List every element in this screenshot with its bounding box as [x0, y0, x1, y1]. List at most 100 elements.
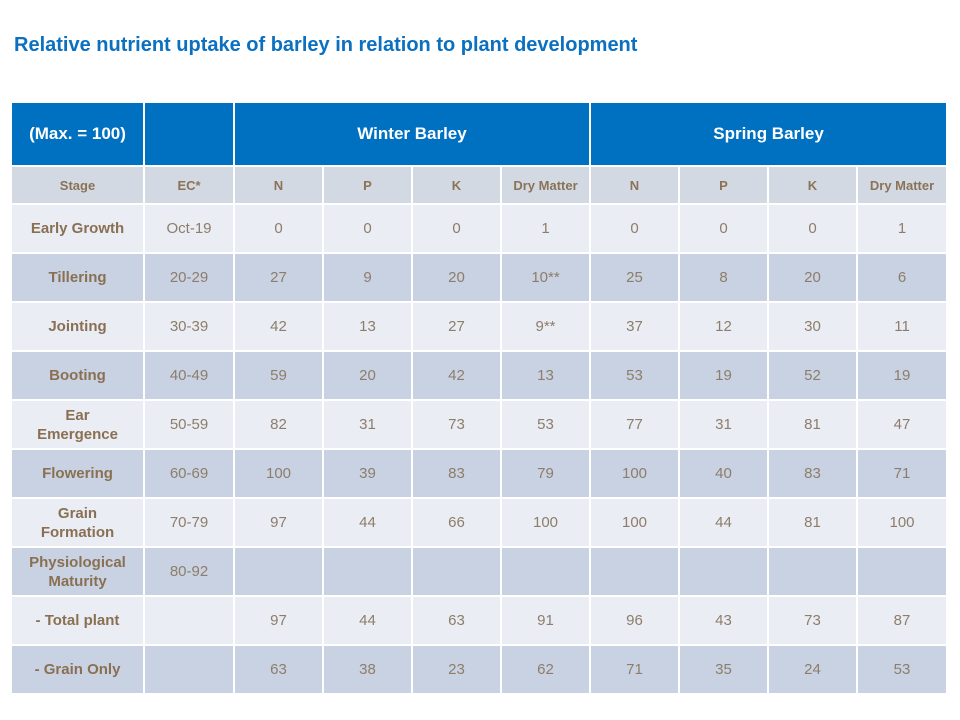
- value-cell: 100: [589, 497, 680, 548]
- ec-cell: [143, 595, 235, 646]
- value-cell: 27: [411, 301, 502, 352]
- column-header-row: Stage EC* N P K Dry Matter N P K Dry Matter: [10, 165, 949, 205]
- stage-cell: Early Growth: [10, 203, 145, 254]
- value-cell: 44: [678, 497, 769, 548]
- top-header-empty-cell: [143, 101, 235, 167]
- table-row: - Grain Only 63 38 23 62 71 35 24 53: [10, 644, 949, 695]
- value-cell: 96: [589, 595, 680, 646]
- table-row: Tillering 20-29 27 9 20 10** 25 8 20 6: [10, 252, 949, 303]
- value-cell: 0: [767, 203, 858, 254]
- value-cell: 38: [322, 644, 413, 695]
- value-cell: 47: [855, 399, 949, 450]
- stage-cell: Grain Formation: [10, 497, 145, 548]
- column-header-p: P: [322, 165, 413, 205]
- value-cell: 20: [322, 350, 413, 401]
- value-cell: 83: [767, 448, 858, 499]
- value-cell: [767, 546, 858, 597]
- value-cell: 30: [767, 301, 858, 352]
- value-cell: 43: [678, 595, 769, 646]
- value-cell: 71: [855, 448, 949, 499]
- value-cell: 31: [678, 399, 769, 450]
- value-cell: [322, 546, 413, 597]
- value-cell: 10**: [500, 252, 591, 303]
- table-row: Booting 40-49 59 20 42 13 53 19 52 19: [10, 350, 949, 401]
- value-cell: 53: [589, 350, 680, 401]
- value-cell: 0: [411, 203, 502, 254]
- value-cell: 19: [678, 350, 769, 401]
- value-cell: 100: [855, 497, 949, 548]
- stage-cell: - Grain Only: [10, 644, 145, 695]
- value-cell: 100: [500, 497, 591, 548]
- value-cell: [411, 546, 502, 597]
- value-cell: 100: [233, 448, 324, 499]
- value-cell: 37: [589, 301, 680, 352]
- value-cell: 13: [322, 301, 413, 352]
- value-cell: 71: [589, 644, 680, 695]
- value-cell: 24: [767, 644, 858, 695]
- value-cell: 53: [500, 399, 591, 450]
- value-cell: 66: [411, 497, 502, 548]
- value-cell: 97: [233, 595, 324, 646]
- value-cell: 97: [233, 497, 324, 548]
- value-cell: [500, 546, 591, 597]
- value-cell: 13: [500, 350, 591, 401]
- ec-cell: 50-59: [143, 399, 235, 450]
- ec-cell: 60-69: [143, 448, 235, 499]
- stage-cell: - Total plant: [10, 595, 145, 646]
- value-cell: 62: [500, 644, 591, 695]
- value-cell: 1: [500, 203, 591, 254]
- value-cell: 0: [322, 203, 413, 254]
- column-header-k: K: [411, 165, 502, 205]
- value-cell: 42: [233, 301, 324, 352]
- value-cell: 9: [322, 252, 413, 303]
- value-cell: 12: [678, 301, 769, 352]
- value-cell: 6: [855, 252, 949, 303]
- value-cell: 39: [322, 448, 413, 499]
- value-cell: 8: [678, 252, 769, 303]
- value-cell: 9**: [500, 301, 591, 352]
- value-cell: 81: [767, 497, 858, 548]
- stage-cell: Flowering: [10, 448, 145, 499]
- table-row: Grain Formation 70-79 97 44 66 100 100 44 81 100: [10, 497, 949, 548]
- spring-barley-header: Spring Barley: [588, 101, 949, 167]
- top-header-row: (Max. = 100) Winter Barley Spring Barley: [10, 101, 949, 167]
- value-cell: 35: [678, 644, 769, 695]
- value-cell: 0: [678, 203, 769, 254]
- nutrient-uptake-table: (Max. = 100) Winter Barley Spring Barley…: [10, 101, 949, 695]
- value-cell: 44: [322, 595, 413, 646]
- value-cell: 53: [855, 644, 949, 695]
- column-header-dry-matter: Dry Matter: [855, 165, 949, 205]
- ec-cell: [143, 644, 235, 695]
- value-cell: 1: [855, 203, 949, 254]
- value-cell: 20: [411, 252, 502, 303]
- table-row: Early Growth Oct-19 0 0 0 1 0 0 0 1: [10, 203, 949, 254]
- value-cell: 59: [233, 350, 324, 401]
- column-header-dry-matter: Dry Matter: [500, 165, 591, 205]
- value-cell: [678, 546, 769, 597]
- value-cell: 100: [589, 448, 680, 499]
- value-cell: 81: [767, 399, 858, 450]
- value-cell: 23: [411, 644, 502, 695]
- value-cell: 20: [767, 252, 858, 303]
- max-100-label: (Max. = 100): [10, 101, 145, 167]
- ec-cell: 70-79: [143, 497, 235, 548]
- value-cell: [589, 546, 680, 597]
- value-cell: 82: [233, 399, 324, 450]
- value-cell: 0: [233, 203, 324, 254]
- column-header-n: N: [233, 165, 324, 205]
- ec-cell: 40-49: [143, 350, 235, 401]
- column-header-ec: EC*: [143, 165, 235, 205]
- table-row: Physiological Maturity 80-92: [10, 546, 949, 597]
- value-cell: [233, 546, 324, 597]
- winter-barley-header: Winter Barley: [233, 101, 591, 167]
- table-row: - Total plant 97 44 63 91 96 43 73 87: [10, 595, 949, 646]
- value-cell: 11: [855, 301, 949, 352]
- column-header-p: P: [678, 165, 769, 205]
- value-cell: 77: [589, 399, 680, 450]
- value-cell: [855, 546, 949, 597]
- stage-cell: Tillering: [10, 252, 145, 303]
- value-cell: 73: [411, 399, 502, 450]
- value-cell: 52: [767, 350, 858, 401]
- value-cell: 79: [500, 448, 591, 499]
